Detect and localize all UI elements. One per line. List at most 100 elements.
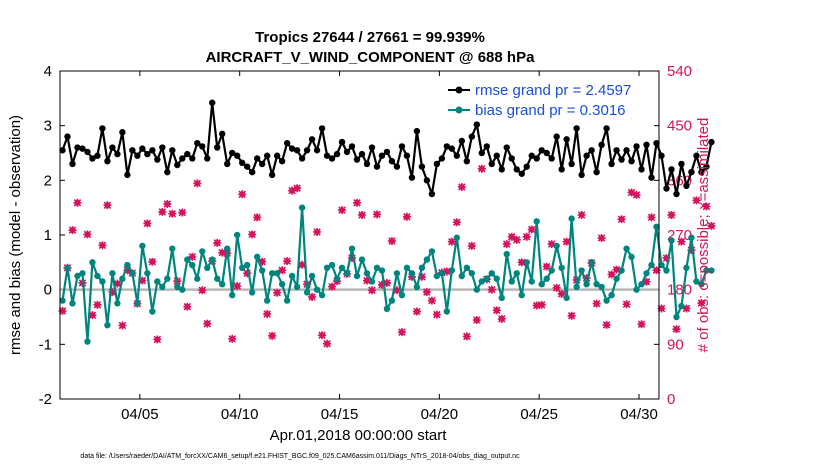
rmse-point	[358, 150, 366, 158]
obs-possible-point-cross	[562, 237, 571, 246]
bias-point	[483, 275, 490, 282]
rmse-point	[199, 143, 206, 150]
bias-point	[219, 281, 226, 288]
obs-possible-point-cross	[452, 218, 461, 227]
rmse-point	[543, 149, 550, 157]
rmse-point	[353, 156, 361, 163]
rmse-point	[278, 158, 286, 165]
rmse-point	[343, 148, 351, 156]
y-left-tick-label: 1	[44, 227, 52, 244]
bias-point	[443, 308, 451, 315]
obs-possible-point-cross	[427, 296, 436, 305]
y-left-tick-label: -2	[39, 391, 52, 408]
bias-point	[74, 272, 81, 280]
rmse-point	[683, 182, 690, 189]
rmse-point	[578, 171, 585, 179]
bias-point	[423, 256, 431, 263]
bias-point	[538, 281, 545, 288]
y-right-tick-label: 180	[667, 282, 692, 299]
bias-point	[179, 286, 186, 293]
obs-possible-point-cross	[118, 321, 127, 330]
rmse-point	[234, 152, 241, 159]
y-left-tick-label: 4	[44, 63, 52, 80]
bias-point	[638, 281, 645, 288]
rmse-point	[64, 133, 71, 140]
rmse-point	[708, 138, 715, 146]
rmse-point	[99, 125, 106, 132]
bias-point	[303, 289, 311, 296]
obs-possible-point-cross	[492, 306, 501, 315]
bias-point	[603, 297, 610, 304]
bias-point	[253, 253, 261, 261]
bias-point	[448, 267, 456, 274]
rmse-point	[124, 171, 131, 179]
rmse-point	[693, 152, 700, 159]
plot-frame	[59, 70, 660, 400]
bias-point	[59, 297, 66, 304]
rmse-point	[194, 139, 201, 147]
bias-point	[673, 313, 680, 321]
chart-subtitle: AIRCRAFT_V_WIND_COMPONENT @ 688 hPa	[206, 49, 536, 66]
rmse-point	[273, 152, 281, 159]
rmse-point	[293, 147, 301, 154]
rmse-point	[638, 166, 645, 173]
rmse-point	[508, 155, 515, 162]
rmse-point	[258, 160, 266, 168]
bias-point	[238, 264, 246, 271]
rmse-point	[443, 143, 451, 150]
obs-possible-point-cross	[83, 230, 92, 239]
obs-possible-point-cross	[108, 288, 117, 297]
y-left-tick-label: 2	[44, 172, 52, 189]
obs-possible-point-cross	[407, 272, 416, 281]
rmse-point	[298, 155, 306, 162]
obs-possible-point-cross	[477, 164, 486, 173]
bias-point	[458, 272, 466, 280]
obs-possible-point-cross	[457, 183, 466, 192]
rmse-point	[248, 168, 256, 176]
bias-point	[248, 289, 256, 296]
obs-possible-point-cross	[602, 320, 611, 329]
bias-point	[293, 283, 301, 291]
rmse-point	[214, 144, 221, 151]
bias-point	[258, 267, 266, 274]
obs-possible-point-cross	[193, 179, 202, 188]
footnote: data file: /Users/raeder/DAI/ATM_forcXX/…	[80, 453, 520, 460]
obs-possible-point-cross	[382, 278, 391, 287]
bias-point	[288, 272, 296, 280]
rmse-point	[663, 185, 670, 192]
y-axis-right-label: # of obs: o=possible; ×=assimilated	[695, 118, 712, 353]
obs-possible-point-cross	[268, 331, 277, 340]
bias-point	[648, 261, 655, 269]
rmse-point	[388, 158, 396, 165]
obs-possible-point-cross	[642, 277, 651, 286]
rmse-point	[593, 168, 600, 176]
obs-possible-point-cross	[163, 200, 172, 209]
rmse-point	[243, 163, 251, 170]
rmse-point	[393, 163, 401, 170]
obs-possible-point-cross	[283, 257, 292, 266]
bias-point	[608, 291, 615, 299]
rmse-point	[164, 168, 171, 176]
rmse-point	[134, 152, 141, 159]
obs-possible-point-cross	[387, 237, 396, 246]
obs-possible-point-cross	[313, 227, 322, 236]
rmse-point	[423, 177, 431, 184]
obs-possible-point-cross	[357, 210, 366, 219]
bias-point	[199, 248, 206, 255]
y-left-tick-label: 3	[44, 118, 52, 135]
rmse-point	[603, 125, 610, 132]
bias-point	[79, 270, 86, 277]
obs-possible-point-cross	[203, 319, 212, 328]
obs-possible-point-cross	[323, 339, 332, 348]
rmse-point	[558, 166, 565, 173]
obs-possible-point-cross	[392, 286, 401, 295]
bias-point	[268, 270, 276, 277]
rmse-point	[433, 160, 441, 168]
obs-possible-point-cross	[138, 276, 147, 285]
obs-possible-point-cross	[397, 328, 406, 337]
rmse-point	[498, 166, 505, 173]
bias-point	[413, 283, 421, 291]
obs-possible-point-cross	[632, 190, 641, 199]
obs-possible-point-cross	[412, 307, 421, 316]
rmse-point	[303, 147, 311, 154]
